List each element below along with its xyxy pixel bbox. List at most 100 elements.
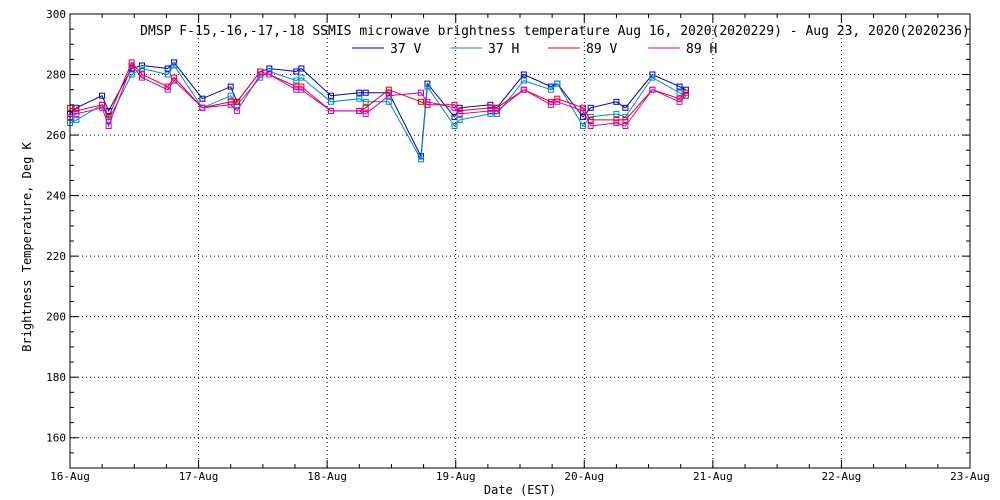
series-line-89h	[69, 64, 687, 128]
x-tick-label: 19-Aug	[436, 470, 476, 483]
data-point-37v	[676, 83, 683, 90]
x-tick-label: 20-Aug	[564, 470, 604, 483]
data-point-89h	[227, 101, 234, 108]
data-point-89h	[73, 110, 80, 117]
series-37h	[67, 62, 689, 163]
data-point-37h	[362, 98, 369, 105]
data-point-89h	[487, 107, 494, 114]
data-point-37v	[164, 65, 171, 72]
legend-item-89h: 89 H	[648, 42, 717, 57]
data-point-89h	[587, 123, 594, 129]
data-point-89h	[171, 77, 178, 84]
data-point-89h	[554, 98, 561, 105]
legend-item-37v: 37 V	[352, 42, 421, 57]
data-point-37h	[385, 98, 392, 105]
data-point-89v	[587, 116, 594, 123]
data-point-89h	[682, 92, 689, 99]
data-point-89h	[385, 92, 392, 99]
y-tick-label: 200	[46, 311, 66, 324]
data-point-37v	[649, 71, 656, 78]
data-point-89v	[105, 113, 112, 120]
data-point-37h	[298, 74, 305, 81]
y-tick-label: 280	[46, 69, 66, 82]
data-point-89v	[487, 104, 494, 111]
data-point-89h	[234, 107, 241, 114]
data-point-37h	[676, 89, 683, 96]
y-tick-label: 180	[46, 371, 66, 384]
data-point-37v	[587, 104, 594, 111]
series-37v	[67, 59, 689, 160]
series-line-37h	[69, 64, 687, 161]
legend: 37 V 37 H 89 V 89 H	[352, 42, 717, 57]
tick-labels: 16-Aug 17-Aug 18-Aug 19-Aug 20-Aug 21-Aug 22-A…	[46, 8, 990, 483]
data-point-89h	[520, 86, 527, 93]
x-tick-label: 23-Aug	[950, 470, 990, 483]
y-tick-label: 260	[46, 129, 66, 142]
series-89v	[67, 59, 689, 123]
legend-item-89v: 89 V	[548, 42, 617, 57]
data-point-37h	[164, 71, 171, 78]
data-point-89h	[451, 104, 458, 111]
grid	[70, 14, 970, 468]
data-point-37h	[227, 92, 234, 99]
data-point-37v	[99, 92, 106, 99]
data-point-89h	[580, 107, 586, 114]
data-point-89h	[649, 86, 656, 93]
data-point-89v	[362, 104, 369, 111]
data-point-37v	[227, 83, 234, 90]
x-tick-label: 22-Aug	[822, 470, 862, 483]
x-tick-label: 16-Aug	[50, 470, 90, 483]
data-point-89v	[613, 116, 620, 123]
data-point-37h	[73, 116, 80, 123]
data-point-89v	[554, 95, 561, 102]
data-point-89h	[456, 110, 463, 117]
data-point-37v	[520, 71, 527, 78]
chart-title: DMSP F-15,-16,-17,-18 SSMIS microwave br…	[140, 24, 970, 39]
x-tick-label: 17-Aug	[179, 470, 219, 483]
data-point-89h	[362, 110, 369, 117]
data-point-37v	[622, 104, 629, 111]
data-point-37h	[613, 110, 620, 117]
data-point-37h	[128, 71, 135, 78]
legend-label: 37 V	[390, 42, 421, 57]
data-point-89v	[580, 104, 586, 111]
data-point-37h	[547, 86, 554, 93]
y-tick-label: 160	[46, 432, 66, 445]
data-point-89h	[298, 86, 305, 93]
y-tick-label: 220	[46, 250, 66, 263]
data-point-37h	[456, 116, 463, 123]
data-point-89h	[128, 62, 135, 69]
data-point-89h	[493, 107, 500, 114]
data-point-37h	[554, 80, 561, 87]
series-group	[67, 59, 689, 163]
data-point-37v	[73, 104, 80, 111]
x-tick-label: 18-Aug	[307, 470, 347, 483]
data-point-37h	[418, 156, 424, 163]
data-point-89v	[234, 98, 241, 105]
data-point-89h	[418, 89, 424, 96]
data-point-37h	[356, 95, 363, 102]
data-point-89h	[164, 86, 171, 93]
data-point-89h	[266, 71, 273, 78]
legend-item-37h: 37 H	[450, 42, 519, 57]
data-point-37v	[356, 89, 363, 96]
data-point-89h	[257, 71, 264, 78]
legend-label: 37 H	[488, 42, 519, 57]
data-point-89h	[676, 98, 683, 105]
series-line-89v	[69, 61, 687, 121]
data-point-89h	[356, 107, 363, 114]
data-point-37h	[580, 123, 586, 129]
data-point-89h	[613, 120, 620, 126]
data-point-37v	[298, 65, 305, 72]
data-point-89v	[622, 116, 629, 123]
y-tick-label: 240	[46, 190, 66, 203]
y-axis-label: Brightness Temperature, Deg K	[20, 141, 34, 351]
series-89h	[67, 62, 689, 129]
data-point-89h	[424, 98, 431, 105]
data-point-89h	[328, 107, 334, 114]
data-point-89v	[385, 86, 392, 93]
x-tick-label: 21-Aug	[693, 470, 733, 483]
data-point-89h	[199, 104, 206, 111]
plot-frame	[69, 13, 971, 469]
